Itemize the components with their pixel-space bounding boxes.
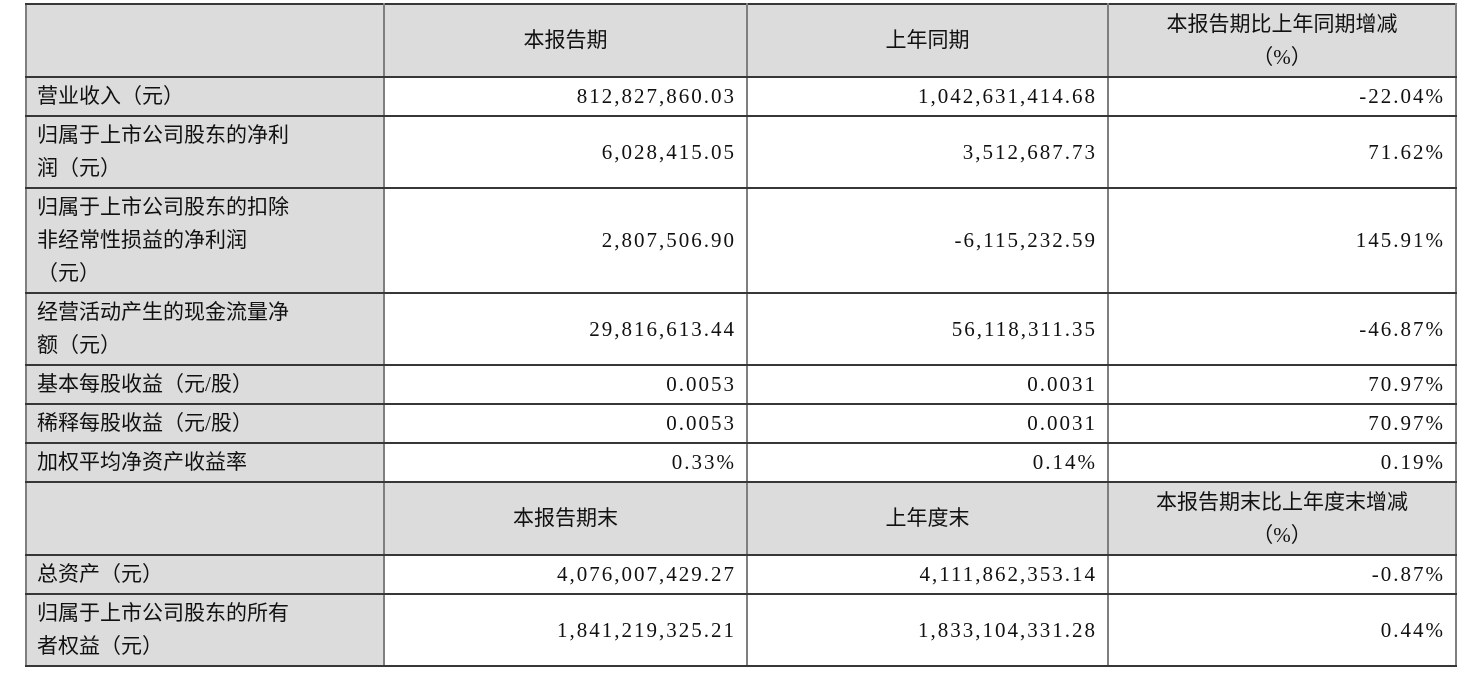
section-2-header-cell-2: 本报告期末 <box>383 481 748 556</box>
section-1-header-cell-2: 本报告期 <box>383 3 748 78</box>
value-change-percent: -22.04% <box>1107 76 1457 117</box>
value-prior-period: 1,833,104,331.28 <box>746 593 1109 667</box>
value-current-period: 6,028,415.05 <box>383 115 748 189</box>
value-prior-period: 56,118,311.35 <box>746 292 1109 366</box>
row-label: 经营活动产生的现金流量净 额（元） <box>25 292 385 366</box>
financial-summary-table: 本报告期 上年同期 本报告期比上年同期增减 （%） 营业收入（元） 812,827,86… <box>25 3 1457 667</box>
value-change-percent: -46.87% <box>1107 292 1457 366</box>
row-label: 加权平均净资产收益率 <box>25 442 385 483</box>
section-2-header-cell-1 <box>25 481 385 556</box>
section-1-header-row: 本报告期 上年同期 本报告期比上年同期增减 （%） <box>25 3 1457 78</box>
section-2-header-cell-3: 上年度末 <box>746 481 1109 556</box>
value-prior-period: -6,115,232.59 <box>746 187 1109 294</box>
section-2-header-cell-4: 本报告期末比上年度末增减 （%） <box>1107 481 1457 556</box>
value-current-period: 0.0053 <box>383 403 748 444</box>
row-label: 归属于上市公司股东的扣除 非经常性损益的净利润 （元） <box>25 187 385 294</box>
value-current-period: 0.0053 <box>383 364 748 405</box>
value-change-percent: 145.91% <box>1107 187 1457 294</box>
value-current-period: 1,841,219,325.21 <box>383 593 748 667</box>
section-1-header-cell-4: 本报告期比上年同期增减 （%） <box>1107 3 1457 78</box>
table-row: 归属于上市公司股东的净利 润（元） 6,028,415.05 3,512,687.7… <box>25 115 1457 189</box>
value-change-percent: -0.87% <box>1107 554 1457 595</box>
value-change-percent: 70.97% <box>1107 364 1457 405</box>
value-prior-period: 0.0031 <box>746 403 1109 444</box>
table-row: 归属于上市公司股东的所有 者权益（元） 1,841,219,325.21 1,833… <box>25 593 1457 667</box>
section-1-header-cell-1 <box>25 3 385 78</box>
value-current-period: 4,076,007,429.27 <box>383 554 748 595</box>
value-prior-period: 4,111,862,353.14 <box>746 554 1109 595</box>
row-label: 营业收入（元） <box>25 76 385 117</box>
value-prior-period: 3,512,687.73 <box>746 115 1109 189</box>
value-change-percent: 0.44% <box>1107 593 1457 667</box>
financial-summary-body: 本报告期 上年同期 本报告期比上年同期增减 （%） 营业收入（元） 812,827,86… <box>25 3 1457 667</box>
row-label: 基本每股收益（元/股） <box>25 364 385 405</box>
value-current-period: 812,827,860.03 <box>383 76 748 117</box>
row-label: 归属于上市公司股东的所有 者权益（元） <box>25 593 385 667</box>
table-row: 加权平均净资产收益率 0.33% 0.14% 0.19% <box>25 442 1457 483</box>
value-prior-period: 1,042,631,414.68 <box>746 76 1109 117</box>
row-label: 归属于上市公司股东的净利 润（元） <box>25 115 385 189</box>
table-row: 基本每股收益（元/股） 0.0053 0.0031 70.97% <box>25 364 1457 405</box>
table-row: 总资产（元） 4,076,007,429.27 4,111,862,353.14 -0… <box>25 554 1457 595</box>
table-row: 营业收入（元） 812,827,860.03 1,042,631,414.68 -22… <box>25 76 1457 117</box>
section-1-header-cell-3: 上年同期 <box>746 3 1109 78</box>
value-current-period: 2,807,506.90 <box>383 187 748 294</box>
value-prior-period: 0.0031 <box>746 364 1109 405</box>
value-change-percent: 0.19% <box>1107 442 1457 483</box>
row-label: 总资产（元） <box>25 554 385 595</box>
value-prior-period: 0.14% <box>746 442 1109 483</box>
table-row: 稀释每股收益（元/股） 0.0053 0.0031 70.97% <box>25 403 1457 444</box>
table-row: 归属于上市公司股东的扣除 非经常性损益的净利润 （元） 2,807,506.90-… <box>25 187 1457 294</box>
section-2-header-row: 本报告期末 上年度末 本报告期末比上年度末增减 （%） <box>25 481 1457 556</box>
row-label: 稀释每股收益（元/股） <box>25 403 385 444</box>
value-change-percent: 71.62% <box>1107 115 1457 189</box>
value-current-period: 29,816,613.44 <box>383 292 748 366</box>
table-row: 经营活动产生的现金流量净 额（元） 29,816,613.44 56,118,311… <box>25 292 1457 366</box>
value-change-percent: 70.97% <box>1107 403 1457 444</box>
value-current-period: 0.33% <box>383 442 748 483</box>
